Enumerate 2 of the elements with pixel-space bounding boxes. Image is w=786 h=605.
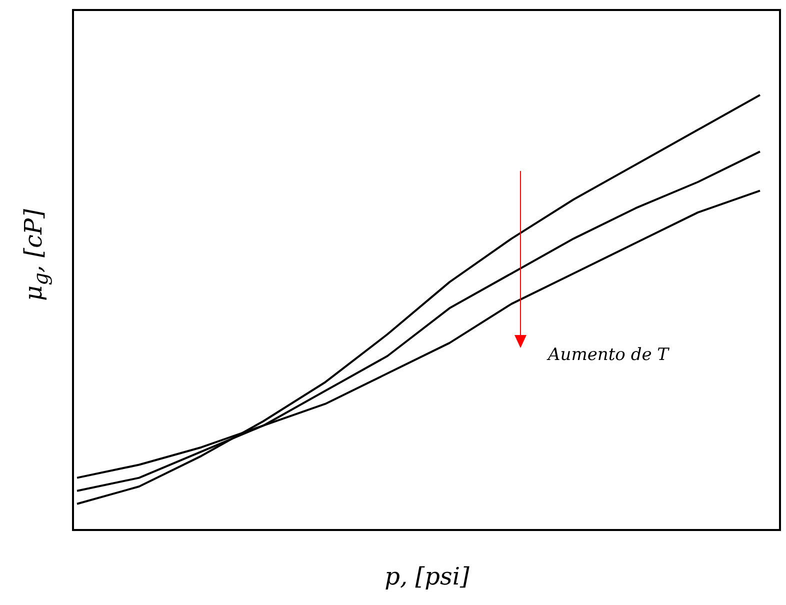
annotation: Aumento de T	[546, 345, 670, 365]
x-axis-title: p, [psi]	[384, 562, 470, 590]
